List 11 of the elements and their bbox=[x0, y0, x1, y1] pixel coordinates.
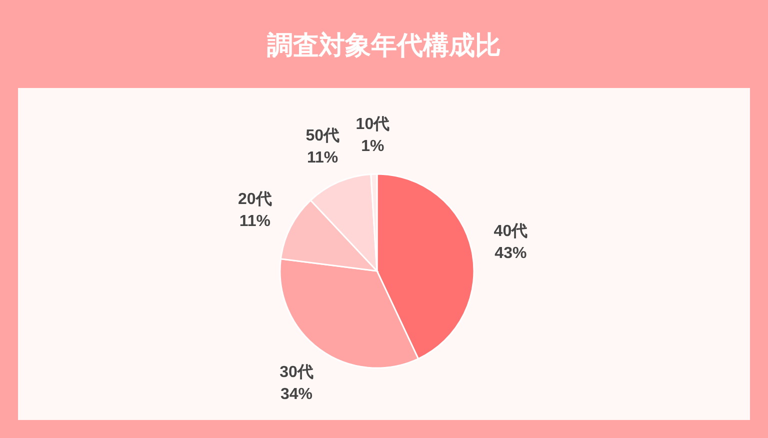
data-label: 43% bbox=[494, 245, 527, 262]
slice-label: 40代 bbox=[494, 222, 528, 240]
slice-label: 30代 bbox=[280, 362, 314, 381]
slice-label: 50代 bbox=[306, 126, 340, 144]
data-label: 1% bbox=[361, 138, 384, 156]
data-label: 34% bbox=[280, 386, 312, 403]
slice-label: 20代 bbox=[238, 190, 272, 208]
data-label: 11% bbox=[307, 149, 338, 166]
slice-label: 10代 bbox=[356, 115, 390, 134]
chart-title: 調査対象年代構成比 bbox=[267, 30, 501, 60]
data-label: 11% bbox=[239, 212, 270, 230]
